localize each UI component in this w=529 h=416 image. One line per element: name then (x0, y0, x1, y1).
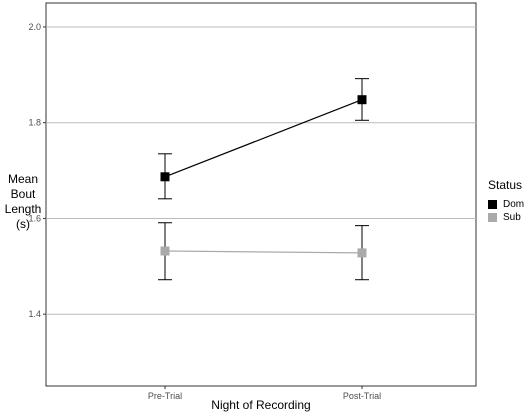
series-sub (158, 222, 369, 281)
data-point-dom (160, 172, 170, 182)
legend: Status Dom Sub (488, 178, 524, 224)
y-axis-label-line: (s) (16, 217, 30, 231)
y-tick-label: 1.4 (28, 309, 41, 319)
y-tick-label: 1.8 (28, 118, 41, 128)
series-dom (158, 78, 369, 200)
legend-label-dom: Dom (503, 198, 525, 210)
legend-key-sub (488, 212, 497, 222)
data-point-dom (357, 95, 367, 105)
legend-item-sub: Sub (488, 211, 524, 223)
data-point-sub (160, 246, 170, 256)
series-layer (158, 78, 369, 281)
y-axis-label: Mean Bout Length (s) (2, 172, 44, 232)
x-tick-label: Pre-Trial (148, 391, 182, 401)
data-point-sub (357, 248, 367, 258)
legend-item-dom: Dom (488, 198, 524, 210)
y-axis-ticks: 1.4 1.6 1.8 2.0 (28, 22, 46, 319)
y-tick-label: 2.0 (28, 22, 41, 32)
legend-key-dom (488, 199, 497, 209)
x-tick-label: Post-Trial (343, 391, 381, 401)
x-axis-ticks: Pre-Trial Post-Trial (148, 386, 381, 401)
y-axis-label-line: Mean (7, 172, 39, 186)
series-line-sub (164, 250, 363, 254)
plot-panel (45, 2, 477, 387)
legend-label-sub: Sub (503, 211, 521, 223)
y-axis-label-line: Length (4, 202, 42, 216)
gridlines (46, 26, 476, 315)
y-tick-label: 1.6 (28, 213, 41, 223)
series-line-dom (164, 99, 363, 178)
y-axis-label-line: Bout (10, 187, 36, 201)
x-axis-label: Night of Recording (211, 398, 311, 412)
legend-title: Status (488, 178, 523, 192)
